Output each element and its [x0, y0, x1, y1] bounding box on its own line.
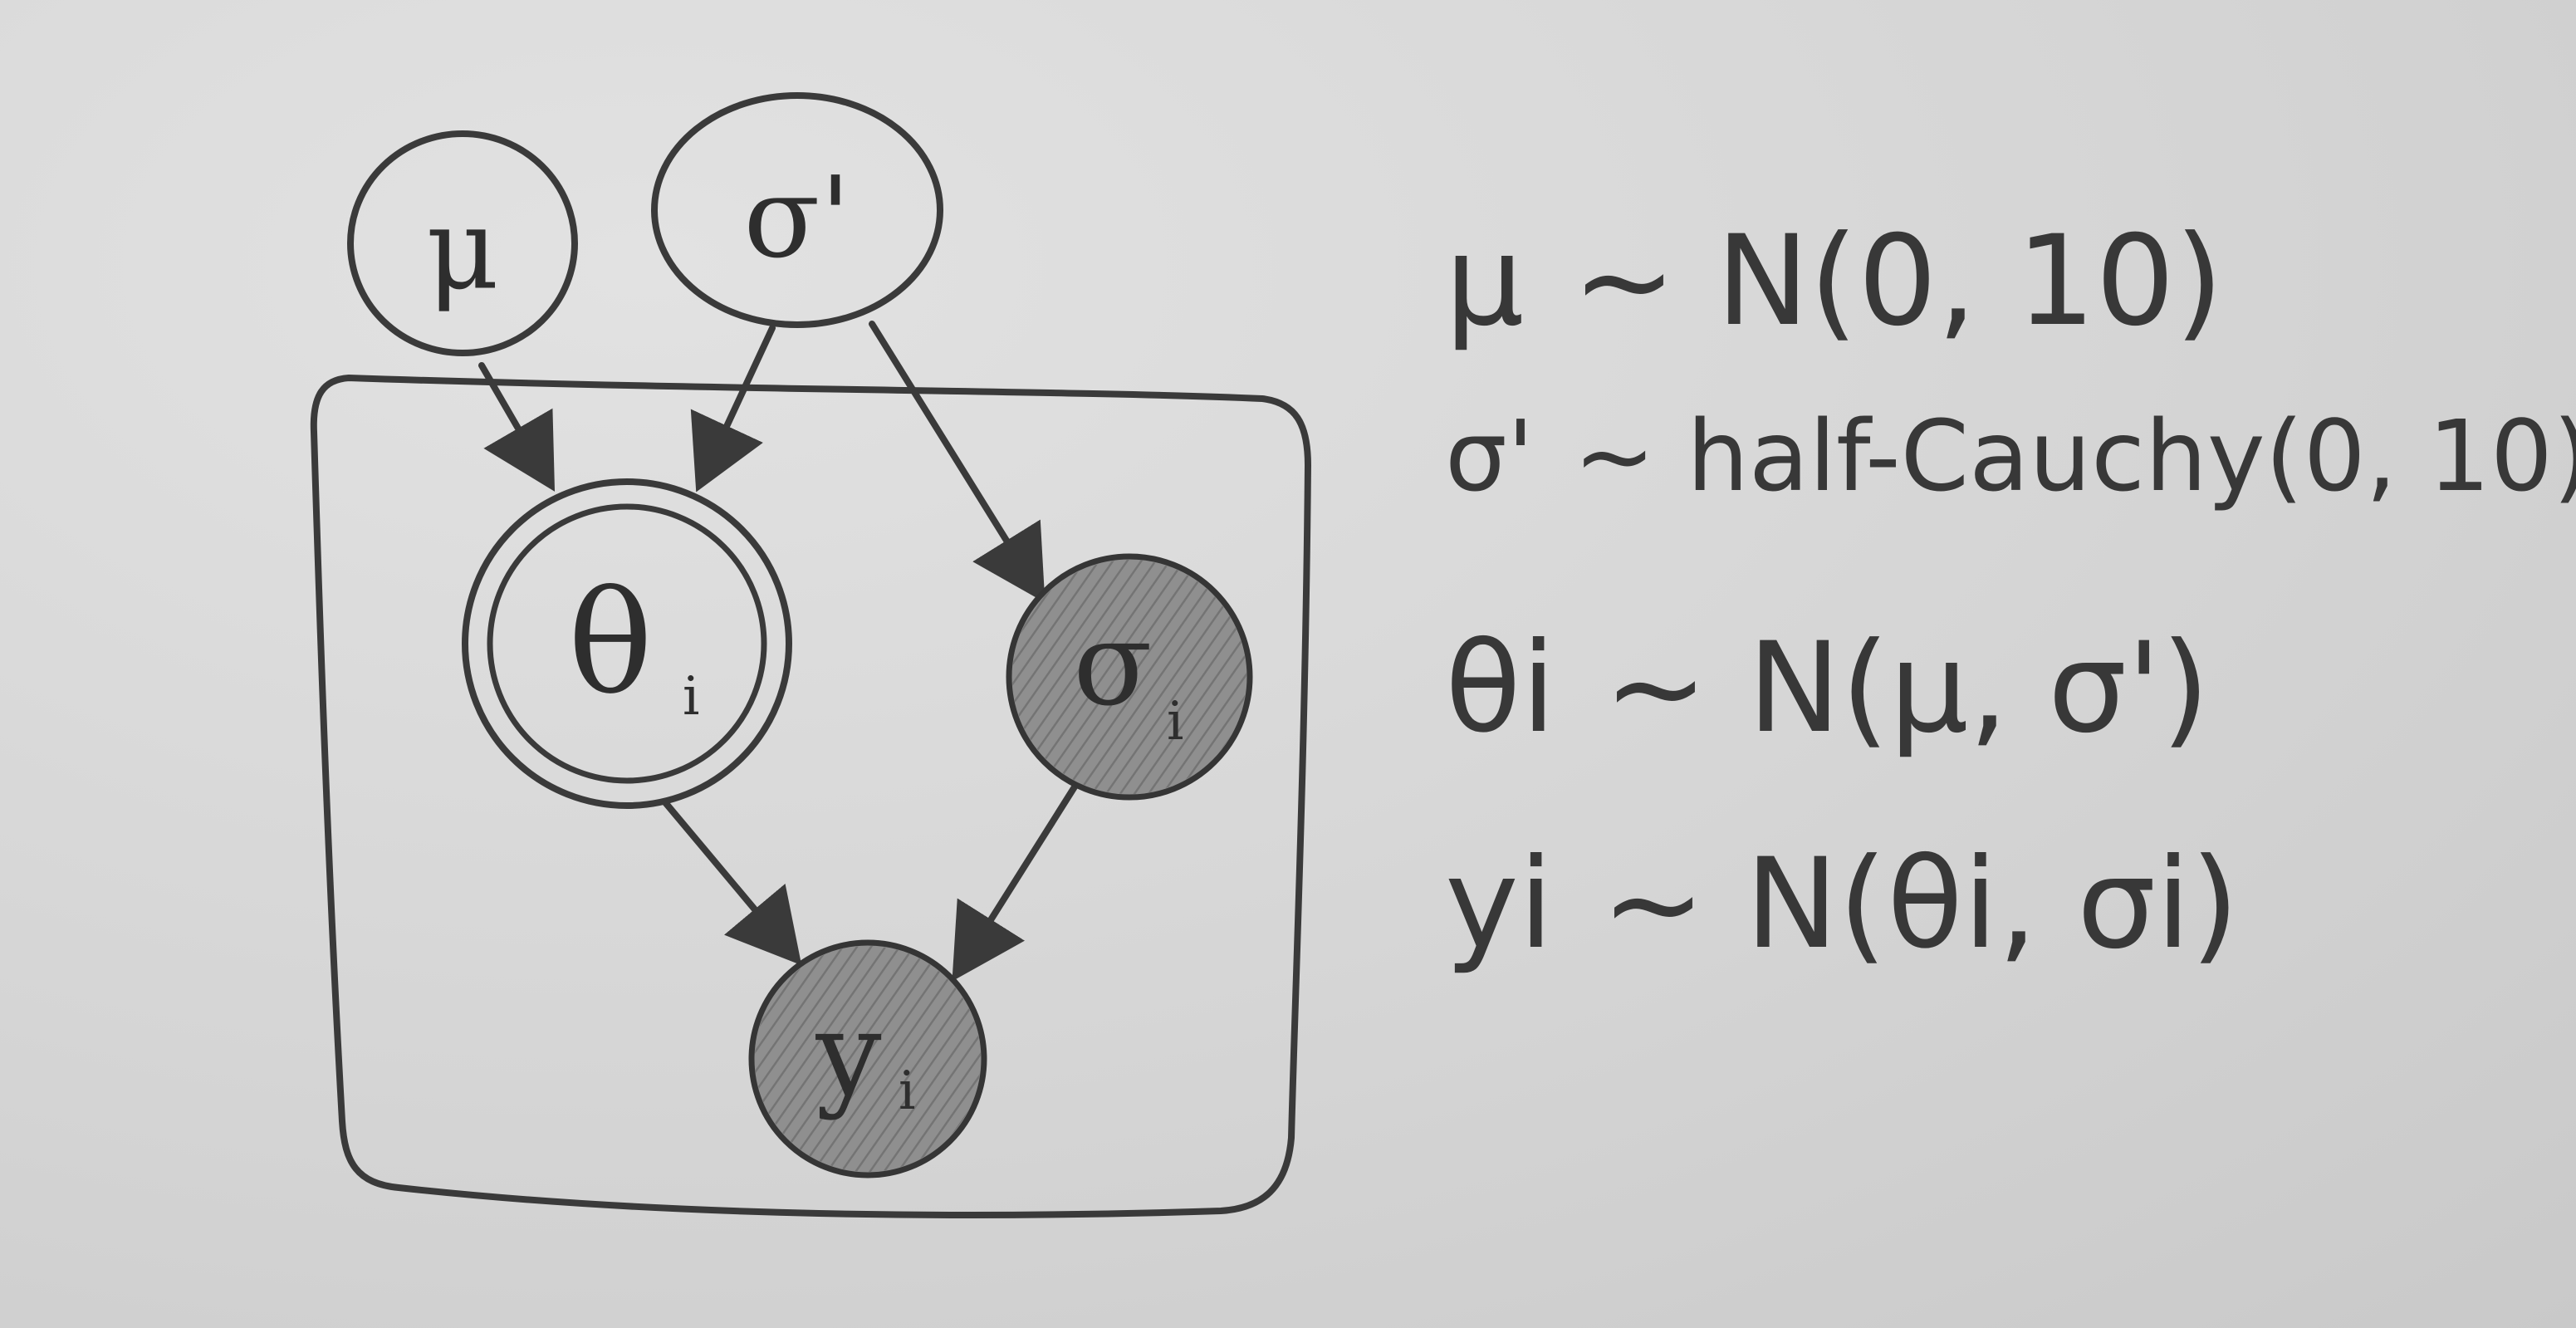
equation-sigma-prime-rhs: ~ half-Cauchy(0, 10) [1574, 399, 2576, 513]
node-y-i-label: y [815, 987, 881, 1123]
equation-mu-lhs: μ [1445, 209, 1524, 354]
edges [478, 321, 1087, 982]
equation-theta: θi ~ N(μ, σ') [1445, 616, 2210, 761]
equation-mu-rhs: ~ N(0, 10) [1572, 209, 2223, 354]
equation-theta-rhs: ~ N(μ, σ') [1604, 616, 2210, 761]
equation-theta-lhs: θi [1445, 616, 1555, 761]
node-theta-i-subscript: i [683, 666, 699, 728]
node-y-i: y i [748, 939, 987, 1179]
node-y-i-subscript: i [899, 1061, 915, 1122]
edge-theta-to-y [661, 798, 802, 966]
equation-y-rhs: ~ N(θi, σi) [1601, 832, 2239, 977]
node-sigma-i-subscript: i [1167, 691, 1183, 752]
equation-sigma-prime: σ' ~ half-Cauchy(0, 10) [1445, 399, 2576, 513]
node-theta-i-label: θ [568, 561, 653, 726]
edge-mu-to-theta [478, 362, 556, 492]
equation-sigma-prime-lhs: σ' [1445, 399, 1534, 513]
node-theta-i: θ i [462, 478, 792, 809]
node-mu-label: μ [426, 184, 499, 315]
node-sigma-prime-label: σ' [743, 153, 850, 283]
equation-y-lhs: yi [1445, 832, 1553, 977]
node-sigma-prime: σ' [651, 92, 943, 328]
node-mu: μ [347, 130, 578, 356]
node-sigma-i: σ i [1006, 553, 1253, 801]
plate [310, 375, 1311, 1218]
edge-sigma-prime-to-sigma-i [869, 321, 1046, 603]
equation-y: yi ~ N(θi, σi) [1445, 832, 2239, 977]
equations: μ ~ N(0, 10) σ' ~ half-Cauchy(0, 10) θi … [1445, 209, 2576, 977]
edge-sigma-i-to-y [952, 769, 1087, 982]
node-sigma-i-label: σ [1073, 597, 1153, 733]
equation-mu: μ ~ N(0, 10) [1445, 209, 2223, 354]
edge-sigma-prime-to-theta [690, 325, 776, 492]
